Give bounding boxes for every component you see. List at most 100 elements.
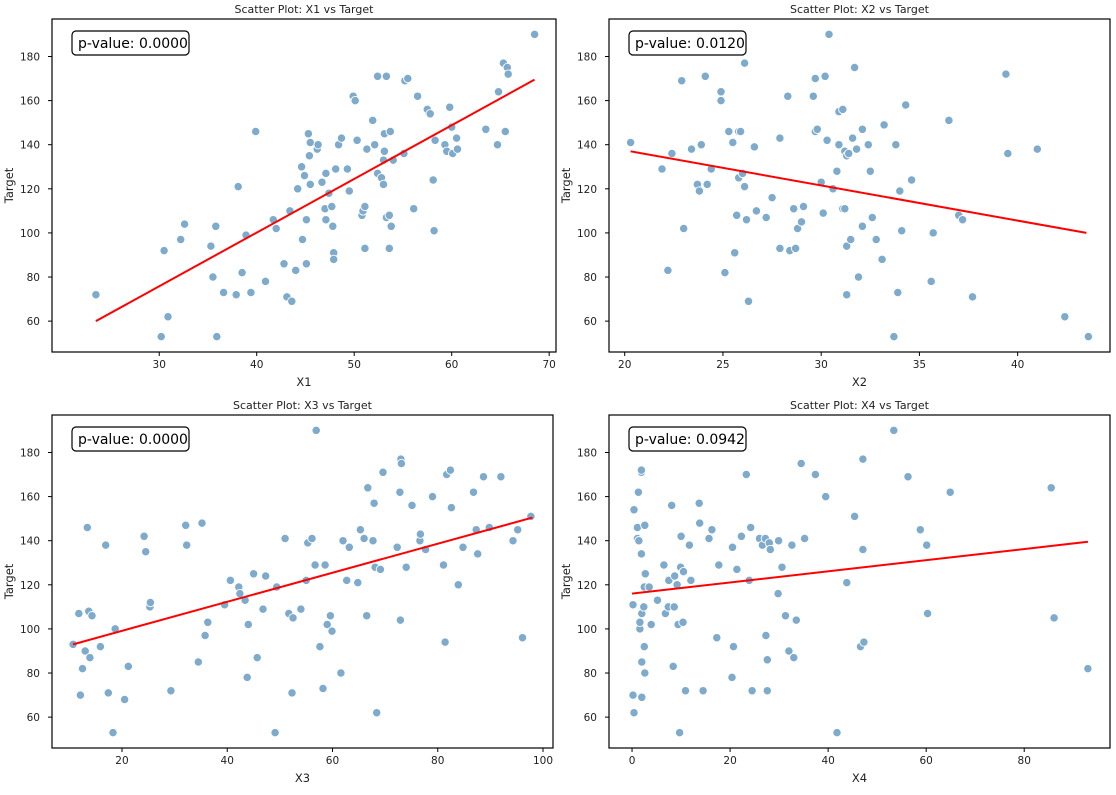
data-point — [891, 140, 901, 150]
x-tick-label: 0 — [629, 755, 636, 767]
data-point — [328, 221, 338, 231]
data-point — [741, 215, 752, 225]
data-point — [101, 540, 111, 550]
data-point — [386, 221, 396, 231]
data-point — [305, 137, 315, 148]
data-point — [368, 115, 378, 126]
x-axis-label: X4 — [852, 771, 867, 785]
data-point — [362, 144, 372, 154]
data-point — [674, 727, 685, 738]
data-point — [372, 71, 383, 81]
data-point — [211, 221, 221, 231]
chart-title: Scatter Plot: X3 vs Target — [233, 399, 373, 412]
x-tick-label: 25 — [716, 359, 729, 371]
data-point — [628, 600, 638, 610]
data-point — [378, 467, 388, 477]
data-point — [695, 518, 705, 528]
data-point — [139, 531, 149, 541]
data-point — [634, 536, 644, 546]
data-point — [336, 133, 347, 143]
data-point — [791, 615, 801, 625]
data-point — [780, 611, 791, 621]
p-value-annotation: p-value: 0.0942 — [628, 426, 747, 452]
data-point — [842, 290, 852, 300]
x-tick-label: 70 — [542, 359, 555, 371]
data-point — [669, 602, 679, 612]
data-point — [724, 126, 734, 137]
chart-panel-2: Scatter Plot: X2 vs Target 20 25 30 35 40 60 80… — [559, 3, 1111, 389]
data-point — [684, 540, 695, 550]
data-point — [451, 133, 462, 143]
x-axis-label: X3 — [295, 771, 310, 785]
data-point — [747, 686, 757, 696]
data-point — [396, 458, 407, 469]
data-point — [743, 296, 754, 306]
data-point — [445, 102, 455, 112]
data-point — [362, 611, 372, 621]
data-point — [415, 529, 426, 539]
data-point — [639, 602, 649, 612]
data-point — [728, 137, 738, 148]
data-point — [798, 201, 809, 212]
data-point — [304, 151, 315, 161]
data-point — [218, 287, 229, 298]
data-point — [670, 571, 680, 581]
data-point — [889, 425, 899, 436]
data-point — [529, 29, 540, 40]
data-point — [915, 525, 925, 535]
data-point — [838, 104, 848, 115]
data-point — [179, 219, 190, 229]
data-point — [375, 564, 386, 575]
data-point — [473, 549, 483, 559]
x-axis-label: X1 — [296, 375, 311, 389]
data-point — [513, 525, 523, 535]
data-point — [636, 549, 647, 559]
data-point — [212, 331, 222, 342]
data-point — [407, 500, 417, 511]
data-point — [639, 641, 649, 652]
data-point — [231, 290, 241, 300]
data-point — [270, 727, 280, 738]
data-point — [1083, 331, 1094, 342]
x-tick-label: 50 — [348, 359, 361, 371]
data-point — [197, 518, 207, 528]
data-point — [301, 259, 312, 269]
data-point — [858, 544, 868, 555]
data-point — [897, 226, 907, 236]
data-point — [846, 234, 856, 245]
data-point — [840, 204, 850, 214]
data-point — [327, 626, 337, 636]
data-point — [790, 243, 801, 254]
p-value-text: p-value: 0.0000 — [78, 432, 188, 448]
data-point — [82, 522, 92, 533]
data-point — [849, 62, 860, 73]
x-tick-label: 60 — [445, 359, 458, 371]
data-point — [698, 686, 708, 696]
y-tick-label: 60 — [27, 712, 40, 724]
data-point — [305, 179, 315, 190]
data-point — [372, 708, 382, 718]
data-point — [87, 611, 97, 621]
data-point — [315, 641, 325, 652]
data-point — [945, 487, 955, 497]
y-tick-label: 100 — [577, 228, 597, 240]
y-tick-label: 80 — [584, 668, 597, 680]
y-tick-label: 60 — [27, 316, 40, 328]
data-point — [787, 540, 797, 550]
data-point — [159, 245, 169, 256]
data-point — [251, 126, 261, 137]
data-point — [1046, 483, 1056, 493]
y-tick-label: 120 — [577, 184, 597, 196]
data-point — [751, 206, 762, 216]
data-point — [636, 465, 647, 475]
data-point — [657, 164, 667, 174]
plot-frame — [51, 18, 557, 353]
x-tick-label: 40 — [221, 755, 234, 767]
data-point — [310, 560, 320, 570]
data-point — [1003, 148, 1013, 159]
data-point — [810, 469, 821, 480]
data-point — [296, 604, 306, 614]
data-point — [428, 175, 438, 185]
p-value-box — [628, 30, 747, 56]
